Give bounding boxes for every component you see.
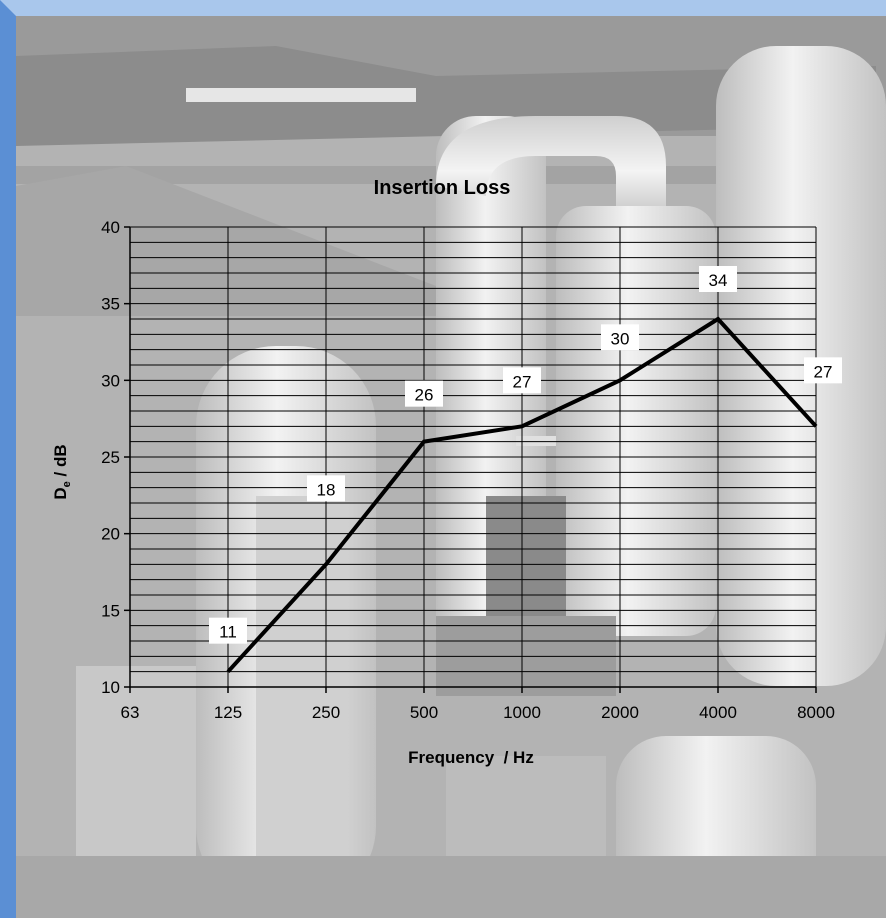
line-chart: 10 15 20 25 30 35 40 63 125 250 500 1000 2000 4000 80… [51,177,842,767]
data-label-box [405,380,443,407]
y-tick-label: 10 [101,678,120,697]
data-label: 18 [307,475,345,502]
x-tick-label: 1000 [503,703,541,722]
x-tick-label: 63 [121,703,140,722]
data-label-box [804,357,842,384]
data-label-box [699,266,737,292]
data-label: 30 [601,324,639,351]
y-tick-label: 20 [101,525,120,544]
x-tick-label: 2000 [601,703,639,722]
x-tick-label: 4000 [699,703,737,722]
data-label-text: 27 [814,362,833,381]
x-axis-title: Frequency / Hz [408,748,534,767]
data-label: 26 [405,380,443,407]
x-tick-label: 8000 [797,703,835,722]
y-tick-label: 30 [101,371,120,390]
data-label: 11 [209,617,247,644]
y-tick-label: 35 [101,295,120,314]
data-label-text: 11 [219,623,237,642]
y-tick-label: 40 [101,218,120,237]
data-label-text: 18 [317,480,336,499]
data-label-box [209,617,247,644]
x-tick-label: 125 [214,703,242,722]
gridlines [130,226,817,688]
y-axis-title: De / dB [51,444,73,499]
axes [124,226,817,693]
y-tick-label: 25 [101,448,120,467]
series-insertion-loss [226,316,818,674]
data-label: 34 [699,266,737,292]
data-label: 27 [804,357,842,384]
y-axis-tick-labels: 10 15 20 25 30 35 40 [101,218,120,697]
data-label-box [307,475,345,502]
data-label-text: 27 [513,372,532,391]
chart-title: Insertion Loss [374,177,511,199]
data-label-box [503,367,541,394]
x-tick-label: 500 [410,703,438,722]
data-label-text: 30 [611,329,630,348]
y-tick-label: 15 [101,601,120,620]
x-tick-label: 250 [312,703,340,722]
data-label-text: 34 [709,271,728,290]
data-label-text: 26 [415,386,434,405]
data-label: 27 [503,367,541,394]
x-axis-tick-labels: 63 125 250 500 1000 2000 4000 8000 [121,703,835,722]
data-labels: 11 18 26 27 30 34 27 [209,266,842,644]
data-label-box [601,324,639,351]
